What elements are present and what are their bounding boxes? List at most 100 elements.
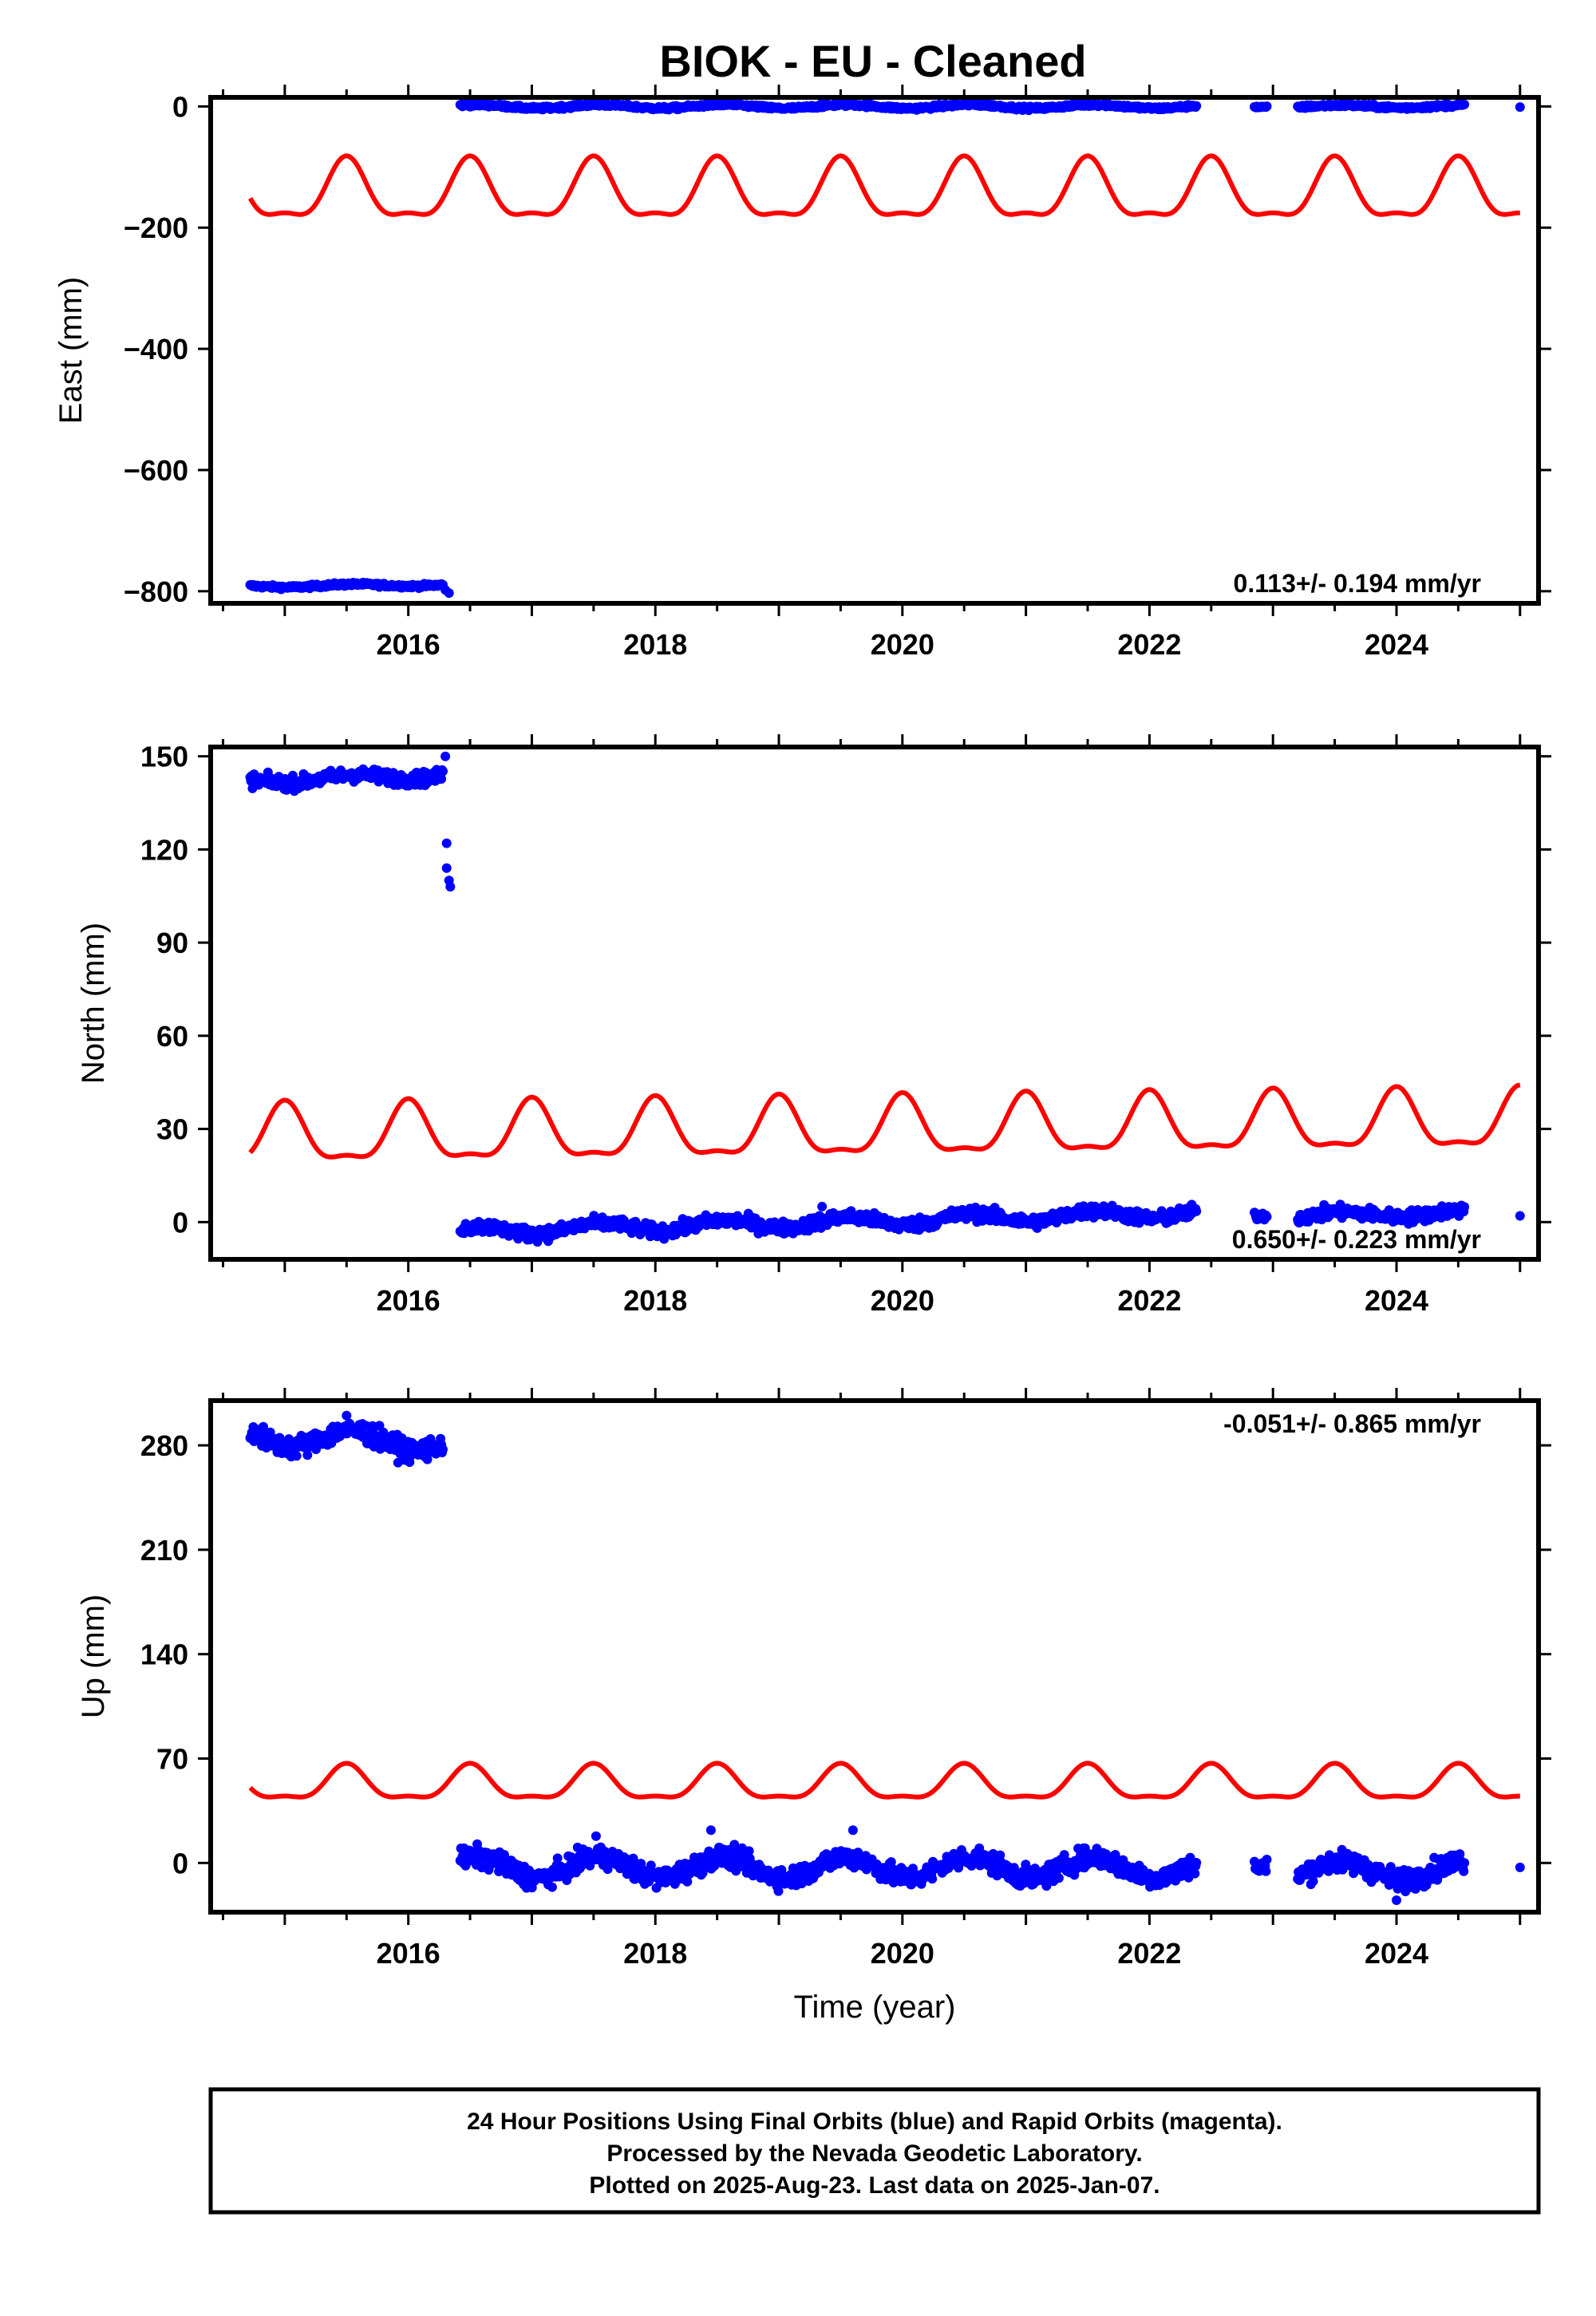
up-data-point bbox=[1308, 1876, 1318, 1887]
up-data-point bbox=[847, 1825, 858, 1836]
east-data-point bbox=[1515, 102, 1525, 113]
up-x-axis: 2016 2018 2020 2022 2024 bbox=[221, 1388, 1522, 1970]
up-data-point bbox=[1262, 1855, 1272, 1864]
up-plot-area bbox=[245, 1410, 1525, 1905]
up-rate-label: -0.051+/- 0.865 mm/yr bbox=[1223, 1409, 1481, 1438]
north-data-points bbox=[245, 751, 1525, 1247]
east-data-point bbox=[1191, 101, 1202, 111]
up-data-point bbox=[773, 1886, 784, 1896]
east-data-point bbox=[1460, 99, 1470, 109]
footer-line-2: Processed by the Nevada Geodetic Laborat… bbox=[606, 2140, 1142, 2167]
up-y-tick-label: 280 bbox=[140, 1429, 188, 1462]
up-data-point bbox=[547, 1882, 557, 1892]
north-data-point bbox=[441, 863, 452, 873]
north-frame bbox=[208, 745, 1541, 1262]
north-x-tick-label: 2018 bbox=[623, 1284, 687, 1317]
north-y-axis: 0 30 60 90 120 150 bbox=[140, 741, 1551, 1239]
up-y-axis: 0 70 140 210 280 bbox=[140, 1429, 1551, 1879]
east-data-point bbox=[817, 97, 828, 108]
footer-line-1: 24 Hour Positions Using Final Orbits (bl… bbox=[467, 2109, 1282, 2135]
up-data-point bbox=[1009, 1863, 1019, 1873]
up-data-point bbox=[591, 1831, 601, 1841]
up-y-tick-label: 140 bbox=[140, 1638, 188, 1671]
up-data-point bbox=[1059, 1850, 1069, 1860]
north-x-tick-label: 2024 bbox=[1365, 1284, 1428, 1317]
up-y-tick-label: 0 bbox=[172, 1847, 188, 1879]
north-y-axis-title: North (mm) bbox=[76, 923, 111, 1084]
up-x-tick-label: 2018 bbox=[623, 1937, 687, 1970]
up-x-tick-label: 2022 bbox=[1117, 1937, 1181, 1970]
north-data-point bbox=[445, 882, 456, 892]
up-data-point bbox=[422, 1454, 433, 1464]
east-plot-area bbox=[245, 97, 1525, 599]
up-data-point bbox=[1515, 1862, 1525, 1872]
footer-frame bbox=[208, 2087, 1541, 2215]
east-y-axis: 0 −200 −400 −600 −800 bbox=[124, 90, 1551, 608]
east-y-tick-label: −400 bbox=[124, 333, 188, 366]
north-rate-label: 0.650+/- 0.223 mm/yr bbox=[1232, 1225, 1481, 1254]
east-data-point bbox=[444, 588, 454, 599]
up-x-axis-title: Time (year) bbox=[794, 1990, 956, 2025]
north-x-axis: 2016 2018 2020 2022 2024 bbox=[221, 734, 1522, 1317]
up-data-point bbox=[1191, 1858, 1202, 1867]
east-y-tick-label: −200 bbox=[124, 211, 188, 244]
east-data-points bbox=[245, 97, 1525, 599]
east-frame bbox=[208, 95, 1541, 606]
north-data-point bbox=[438, 766, 448, 777]
up-data-point bbox=[1261, 1866, 1271, 1876]
east-data-point bbox=[1262, 101, 1272, 112]
east-y-tick-label: −600 bbox=[124, 454, 188, 487]
up-data-point bbox=[1460, 1858, 1470, 1868]
up-data-point bbox=[438, 1445, 448, 1455]
north-y-tick-label: 0 bbox=[172, 1206, 188, 1239]
east-y-axis-title: East (mm) bbox=[53, 277, 89, 424]
footer-line-3: Plotted on 2025-Aug-23. Last data on 202… bbox=[589, 2172, 1159, 2199]
north-data-point bbox=[440, 751, 451, 761]
north-plot-area bbox=[245, 751, 1525, 1247]
north-data-point bbox=[1460, 1202, 1470, 1212]
up-data-point bbox=[995, 1850, 1005, 1860]
north-data-point bbox=[817, 1201, 828, 1211]
east-x-tick-label: 2016 bbox=[377, 628, 440, 661]
east-y-tick-label: −800 bbox=[124, 575, 188, 608]
up-x-tick-label: 2024 bbox=[1365, 1937, 1428, 1970]
up-x-tick-label: 2020 bbox=[871, 1937, 934, 1970]
north-model-curve bbox=[248, 1082, 1521, 1160]
up-y-axis-title: Up (mm) bbox=[76, 1595, 111, 1719]
north-x-tick-label: 2022 bbox=[1117, 1284, 1181, 1317]
north-data-point bbox=[1191, 1206, 1202, 1216]
up-data-point bbox=[886, 1857, 896, 1867]
east-model-curve bbox=[247, 153, 1520, 217]
north-panel: 2016 2018 2020 2022 2024 0 30 60 90 120 150 North (… bbox=[76, 734, 1551, 1317]
up-data-points bbox=[245, 1410, 1525, 1905]
north-y-tick-label: 30 bbox=[156, 1113, 188, 1146]
north-y-tick-label: 90 bbox=[156, 927, 188, 959]
up-data-point bbox=[1393, 1883, 1403, 1894]
up-y-tick-label: 210 bbox=[140, 1534, 188, 1567]
east-x-tick-label: 2022 bbox=[1117, 628, 1181, 661]
up-y-tick-label: 70 bbox=[156, 1743, 188, 1776]
up-data-point bbox=[927, 1874, 938, 1884]
north-y-tick-label: 120 bbox=[140, 833, 188, 866]
north-y-tick-label: 150 bbox=[140, 741, 188, 773]
north-data-point bbox=[437, 774, 447, 784]
north-x-tick-label: 2016 bbox=[377, 1284, 440, 1317]
north-y-tick-label: 60 bbox=[156, 1020, 188, 1053]
up-data-point bbox=[291, 1451, 302, 1461]
up-data-point bbox=[302, 1450, 313, 1460]
up-frame bbox=[208, 1398, 1541, 1915]
up-data-point bbox=[744, 1846, 754, 1856]
up-x-tick-label: 2016 bbox=[377, 1937, 440, 1970]
east-x-axis: 2016 2018 2020 2022 2024 bbox=[221, 85, 1522, 661]
up-model-curve bbox=[248, 1761, 1520, 1800]
north-x-tick-label: 2020 bbox=[871, 1284, 934, 1317]
footer-box: 24 Hour Positions Using Final Orbits (bl… bbox=[208, 2087, 1541, 2215]
east-x-tick-label: 2018 bbox=[623, 628, 687, 661]
up-data-point bbox=[1392, 1895, 1401, 1905]
up-data-point bbox=[1459, 1866, 1469, 1876]
north-data-point bbox=[1262, 1211, 1272, 1222]
east-panel: 2016 2018 2020 2022 2024 0 −200 −400 −600 −800 Eas… bbox=[53, 85, 1551, 661]
north-data-point bbox=[441, 838, 452, 848]
north-data-point bbox=[1515, 1211, 1525, 1221]
